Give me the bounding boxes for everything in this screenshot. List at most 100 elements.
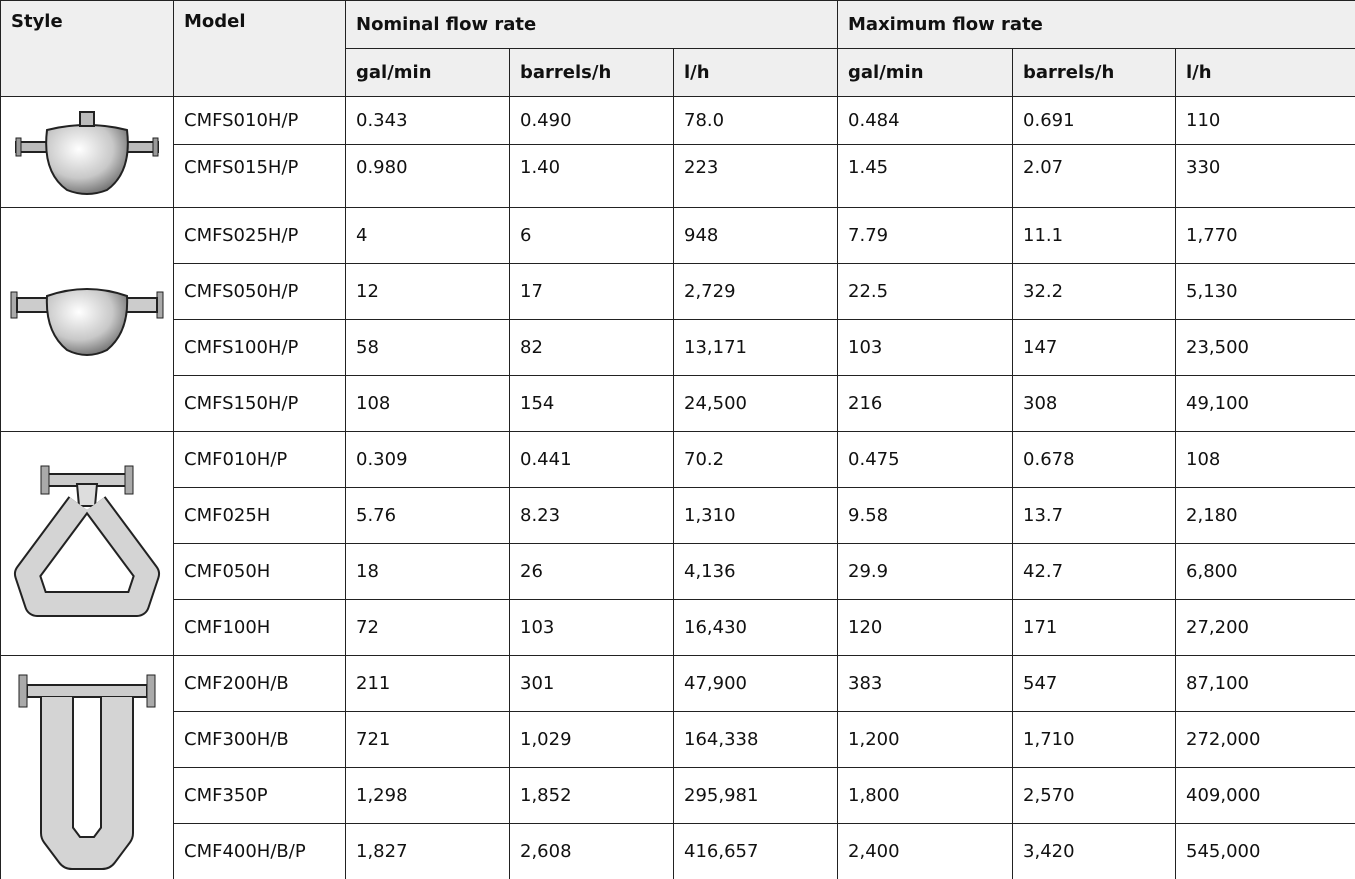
value-cell: 3,420 — [1012, 823, 1177, 879]
table-row: CMFS025H/P 4 6 948 7.79 11.1 1,770 — [0, 207, 1355, 432]
value-cell: 82 — [509, 319, 674, 376]
value-cell: 8.23 — [509, 487, 674, 544]
value-cell: 547 — [1012, 655, 1177, 712]
value-cell: 1.45 — [837, 144, 1014, 208]
unit-cell: barrels/h — [509, 48, 674, 97]
model-cell: CMF400H/B/P — [173, 823, 346, 879]
value-cell: 1,770 — [1175, 207, 1355, 264]
value-cell: 42.7 — [1012, 543, 1177, 600]
value-cell: 1,310 — [672, 487, 839, 544]
value-cell: 1,029 — [509, 711, 674, 768]
value-cell: 16,430 — [672, 599, 839, 656]
value-cell: 2,400 — [837, 823, 1014, 879]
style-image — [0, 96, 174, 208]
header-cell: Model — [173, 0, 346, 97]
value-cell: 301 — [509, 655, 674, 712]
table-row: CMF200H/B 211 301 47,900 383 547 87,100 — [0, 655, 1355, 879]
table-row: CMFS100H/P 58 82 13,171 103 147 23,500 — [1, 319, 1355, 376]
value-cell: 0.678 — [1012, 431, 1177, 488]
value-cell: 1,298 — [345, 767, 510, 824]
value-cell: 22.5 — [837, 263, 1014, 320]
value-cell: 272,000 — [1175, 711, 1355, 768]
value-cell: 87,100 — [1175, 655, 1355, 712]
value-cell: 0.343 — [345, 96, 510, 145]
value-cell: 103 — [837, 319, 1014, 376]
meter-icon — [10, 287, 164, 356]
value-cell: 4 — [345, 207, 510, 264]
model-cell: CMFS010H/P — [173, 96, 346, 145]
value-cell: 2,608 — [509, 823, 674, 879]
value-cell: 2.07 — [1012, 144, 1177, 208]
value-cell: 0.441 — [509, 431, 674, 488]
model-cell: CMFS150H/P — [173, 375, 346, 432]
value-cell: 416,657 — [672, 823, 839, 879]
model-cell: CMF025H — [173, 487, 346, 544]
value-cell: 0.309 — [345, 431, 510, 488]
value-cell: 32.2 — [1012, 263, 1177, 320]
model-cell: CMF300H/B — [173, 711, 346, 768]
model-cell: CMFS050H/P — [173, 263, 346, 320]
model-cell: CMF200H/B — [173, 655, 346, 712]
table-row: CMF350P 1,298 1,852 295,981 1,800 2,570 409,00… — [1, 767, 1355, 824]
model-cell: CMFS025H/P — [173, 207, 346, 264]
value-cell: 7.79 — [837, 207, 1014, 264]
value-cell: 29.9 — [837, 543, 1014, 600]
value-cell: 120 — [837, 599, 1014, 656]
value-cell: 0.691 — [1012, 96, 1177, 145]
meter-icon — [14, 465, 160, 617]
meter-icon — [15, 111, 159, 195]
header-cell: Maximum flow rate — [837, 0, 1355, 49]
model-cell: CMF050H — [173, 543, 346, 600]
model-cell: CMF350P — [173, 767, 346, 824]
value-cell: 17 — [509, 263, 674, 320]
value-cell: 6 — [509, 207, 674, 264]
table-row: CMF010H/P 0.309 0.441 70.2 0.475 0.678 108 — [0, 431, 1355, 656]
value-cell: 2,570 — [1012, 767, 1177, 824]
value-cell: 6,800 — [1175, 543, 1355, 600]
table-row: CMF050H 18 26 4,136 29.9 42.7 6,800 — [1, 543, 1355, 600]
value-cell: 58 — [345, 319, 510, 376]
value-cell: 24,500 — [672, 375, 839, 432]
table-row: CMFS150H/P 108 154 24,500 216 308 49,100 — [1, 375, 1355, 432]
value-cell: 13.7 — [1012, 487, 1177, 544]
value-cell: 78.0 — [672, 96, 839, 145]
value-cell: 545,000 — [1175, 823, 1355, 879]
value-cell: 2,180 — [1175, 487, 1355, 544]
value-cell: 721 — [345, 711, 510, 768]
table-row: CMFS050H/P 12 17 2,729 22.5 32.2 5,130 — [1, 263, 1355, 320]
value-cell: 103 — [509, 599, 674, 656]
table-row: CMF100H 72 103 16,430 120 171 27,200 — [1, 599, 1355, 656]
style-image — [0, 655, 174, 879]
unit-cell: l/h — [1175, 48, 1355, 97]
value-cell: 330 — [1175, 144, 1355, 208]
header-cell: Nominal flow rate — [344, 0, 839, 49]
model-cell: CMFS100H/P — [173, 319, 346, 376]
table-row: CMF400H/B/P 1,827 2,608 416,657 2,400 3,420 54… — [1, 823, 1355, 879]
value-cell: 164,338 — [672, 711, 839, 768]
value-cell: 5.76 — [345, 487, 510, 544]
value-cell: 1,200 — [837, 711, 1014, 768]
table-row: CMF300H/B 721 1,029 164,338 1,200 1,710 272,00… — [1, 711, 1355, 768]
model-cell: CMFS015H/P — [173, 144, 346, 208]
model-cell: CMF100H — [173, 599, 346, 656]
value-cell: 110 — [1175, 96, 1355, 145]
value-cell: 948 — [672, 207, 839, 264]
value-cell: 108 — [1175, 431, 1355, 488]
value-cell: 171 — [1012, 599, 1177, 656]
table-row: CMFS015H/P 0.980 1.40 223 1.45 2.07 330 — [1, 144, 1355, 208]
header-cell: Style — [0, 0, 174, 97]
value-cell: 27,200 — [1175, 599, 1355, 656]
value-cell: 295,981 — [672, 767, 839, 824]
value-cell: 12 — [345, 263, 510, 320]
meter-icon — [18, 674, 156, 870]
value-cell: 9.58 — [837, 487, 1014, 544]
value-cell: 18 — [345, 543, 510, 600]
value-cell: 1,710 — [1012, 711, 1177, 768]
unit-cell: l/h — [672, 48, 839, 97]
value-cell: 0.980 — [345, 144, 510, 208]
table-row: CMF025H 5.76 8.23 1,310 9.58 13.7 2,180 — [1, 487, 1355, 544]
value-cell: 72 — [345, 599, 510, 656]
value-cell: 4,136 — [672, 543, 839, 600]
value-cell: 70.2 — [672, 431, 839, 488]
value-cell: 0.475 — [837, 431, 1014, 488]
